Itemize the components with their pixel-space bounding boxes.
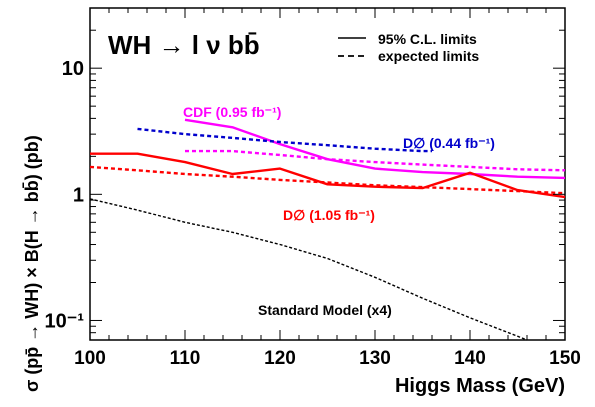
x-tick-label: 140 — [454, 348, 486, 369]
legend-label-expected: expected limits — [378, 48, 479, 64]
series-label-sm: Standard Model (x4) — [258, 302, 392, 318]
x-tick-label: 100 — [74, 348, 106, 369]
y-axis-label: σ (pp̄ → WH) × B(H → bb̄) (pb) — [22, 135, 42, 392]
y-tick-label: 10 — [62, 58, 84, 80]
legend-label-limits: 95% C.L. limits — [378, 31, 477, 47]
series-line-0 — [184, 118, 566, 180]
series-label-cdf: CDF (0.95 fb⁻¹) — [183, 104, 281, 120]
x-axis-label: Higgs Mass (GeV) — [395, 375, 565, 397]
x-tick-label: 120 — [264, 348, 296, 369]
y-tick-label: 1 — [73, 184, 84, 206]
series-line-1 — [185, 149, 566, 172]
chart-title: WH → l ν bb̄ — [108, 30, 260, 60]
x-tick-label: 150 — [549, 348, 581, 369]
y-tick-label: 10⁻¹ — [45, 310, 85, 332]
x-tick-label: 130 — [359, 348, 391, 369]
x-tick-label: 110 — [170, 348, 201, 369]
series-label-d0-044: D∅ (0.44 fb⁻¹) — [403, 135, 495, 151]
series-line-5 — [89, 198, 528, 341]
series-line-4 — [89, 165, 566, 195]
series-line-3 — [90, 152, 566, 199]
series-label-d0-105: D∅ (1.05 fb⁻¹) — [283, 207, 375, 223]
